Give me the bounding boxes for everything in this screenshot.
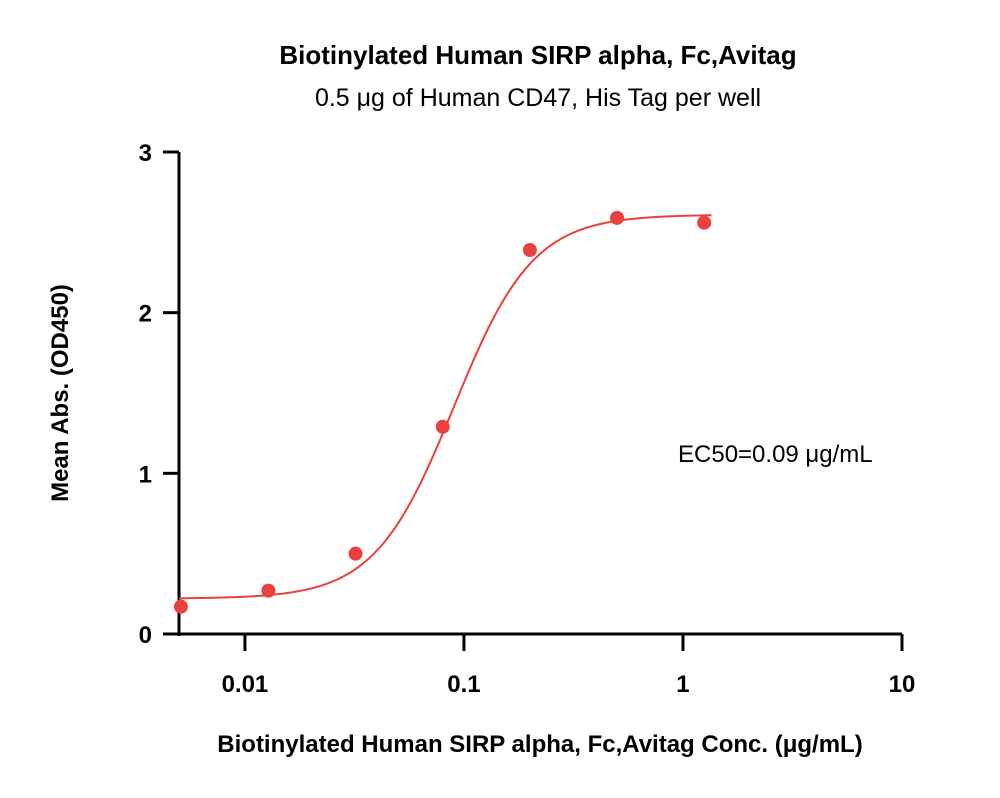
y-tick-label: 0 bbox=[139, 622, 152, 649]
data-points bbox=[173, 210, 712, 614]
y-axis-ticks: 0 1 2 3 bbox=[139, 140, 179, 649]
data-point bbox=[522, 243, 537, 258]
data-point bbox=[435, 419, 450, 434]
x-tick-label: 0.1 bbox=[447, 671, 480, 698]
chart-title: Biotinylated Human SIRP alpha, Fc,Avitag bbox=[279, 40, 796, 70]
fit-curve bbox=[178, 214, 712, 600]
plot-area: 0 1 2 3 0.01 0.1 1 10 bbox=[139, 140, 916, 698]
chart-subtitle: 0.5 μg of Human CD47, His Tag per well bbox=[315, 84, 761, 112]
x-tick-label: 0.01 bbox=[222, 671, 269, 698]
x-tick-label: 1 bbox=[676, 671, 689, 698]
data-point bbox=[261, 583, 276, 598]
y-axis-label: Mean Abs. (OD450) bbox=[47, 284, 74, 502]
data-point bbox=[348, 546, 363, 561]
ec50-annotation: EC50=0.09 μg/mL bbox=[678, 441, 873, 468]
x-axis-ticks: 0.01 0.1 1 10 bbox=[222, 634, 916, 698]
x-axis-label: Biotinylated Human SIRP alpha, Fc,Avitag… bbox=[217, 731, 862, 758]
y-tick-label: 2 bbox=[139, 301, 152, 328]
data-point bbox=[173, 599, 188, 614]
data-point bbox=[697, 215, 712, 230]
y-tick-label: 1 bbox=[139, 461, 152, 488]
y-tick-label: 3 bbox=[139, 140, 152, 167]
data-point bbox=[610, 210, 625, 225]
x-tick-label: 10 bbox=[889, 671, 916, 698]
